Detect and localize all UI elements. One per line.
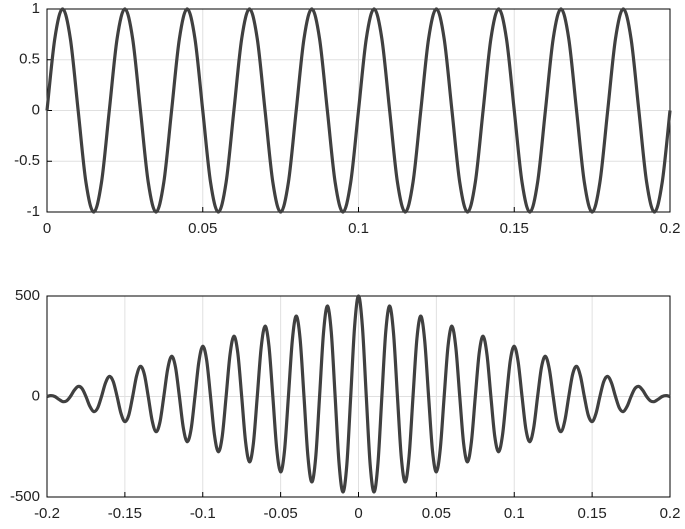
y-tick-label: 0.5 <box>19 51 40 68</box>
x-tick-label: 0.1 <box>348 220 369 237</box>
y-tick-label: -0.5 <box>14 152 40 169</box>
x-tick-label: 0 <box>354 505 362 522</box>
x-tick-label: -0.05 <box>264 505 298 522</box>
x-tick-label: -0.1 <box>190 505 216 522</box>
y-tick-label: 0 <box>32 387 40 404</box>
y-tick-label: 1 <box>32 0 40 17</box>
x-tick-label: 0.05 <box>422 505 451 522</box>
signal-line <box>45 7 672 214</box>
x-tick-label: 0 <box>43 220 51 237</box>
x-tick-label: 0.15 <box>578 505 607 522</box>
y-tick-label: 0 <box>32 101 40 118</box>
x-tick-label: 0.2 <box>660 220 681 237</box>
x-tick-label: -0.2 <box>34 505 60 522</box>
y-tick-label: -500 <box>10 488 40 505</box>
y-tick-label: 500 <box>15 287 40 304</box>
y-tick-label: -1 <box>27 203 40 220</box>
x-tick-label: -0.15 <box>108 505 142 522</box>
signal-line <box>46 294 671 494</box>
x-tick-label: 0.15 <box>500 220 529 237</box>
x-tick-label: 0.2 <box>660 505 681 522</box>
x-tick-label: 0.05 <box>188 220 217 237</box>
x-tick-label: 0.1 <box>504 505 525 522</box>
